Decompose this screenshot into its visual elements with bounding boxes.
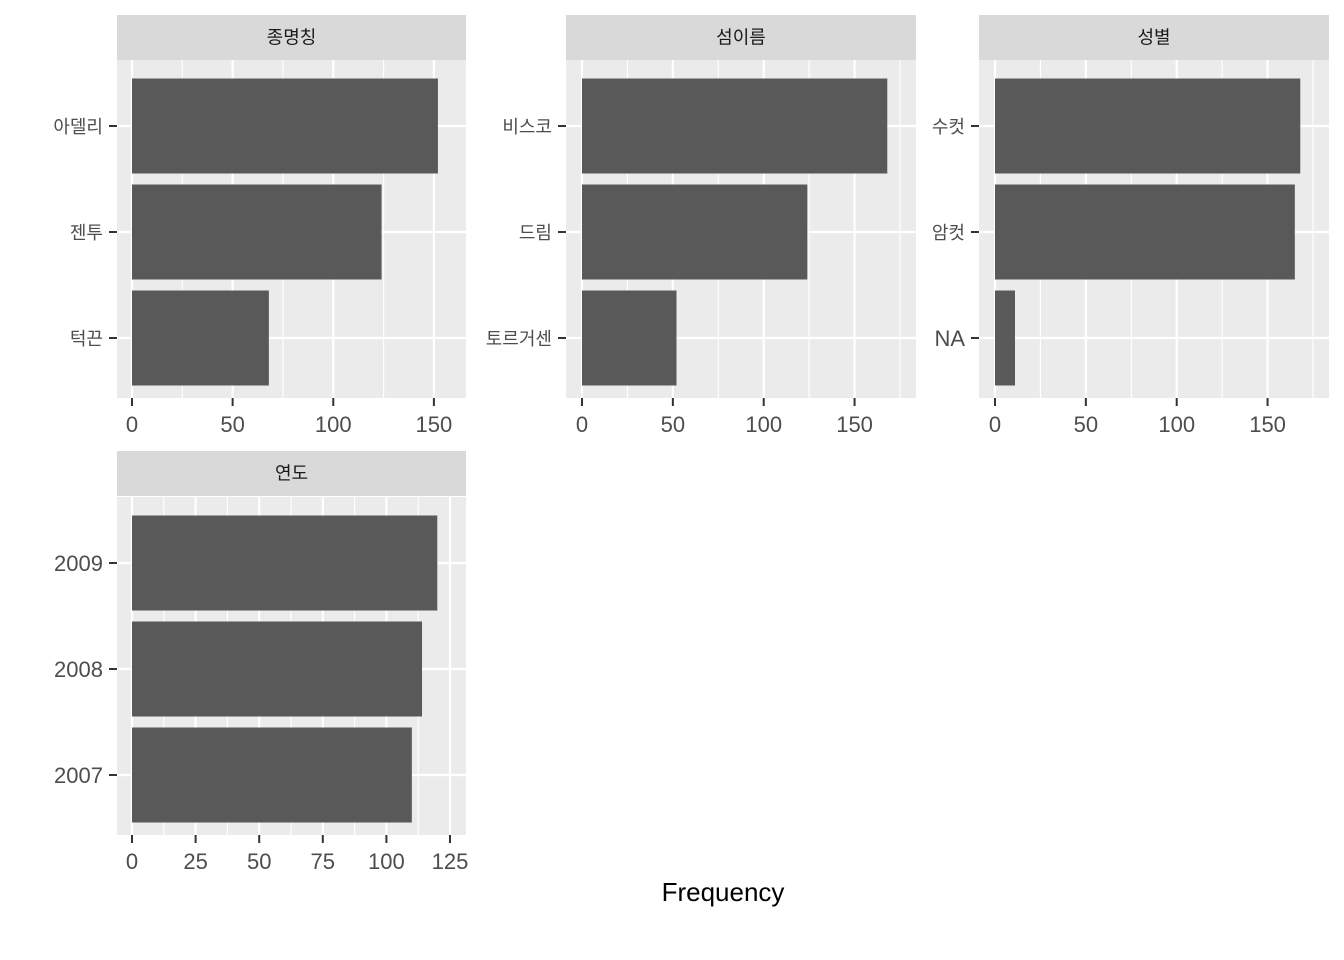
x-tick-label: 0 xyxy=(989,412,1001,437)
x-tick-label: 50 xyxy=(661,412,685,437)
x-tick-label: 150 xyxy=(416,412,453,437)
bar xyxy=(132,184,382,280)
y-tick-label: NA xyxy=(934,326,965,351)
bar xyxy=(582,78,888,174)
x-tick-label: 75 xyxy=(311,849,335,874)
bar xyxy=(132,515,438,611)
y-tick-label: 2009 xyxy=(54,551,103,576)
strip-background xyxy=(566,15,916,60)
y-tick-label: 수컷 xyxy=(932,117,965,138)
x-tick-label: 50 xyxy=(247,849,271,874)
x-tick-label: 100 xyxy=(745,412,782,437)
x-tick-label: 25 xyxy=(183,849,207,874)
bar xyxy=(132,78,438,174)
x-tick-label: 0 xyxy=(126,849,138,874)
x-tick-label: 50 xyxy=(220,412,244,437)
panel-title: 성별 xyxy=(1137,28,1170,49)
x-tick-label: 100 xyxy=(315,412,352,437)
y-tick-label: 2007 xyxy=(54,763,103,788)
panel-title: 연도 xyxy=(275,464,308,485)
y-tick-label: 비스코 xyxy=(502,117,552,138)
y-tick-label: 2008 xyxy=(54,657,103,682)
x-tick-label: 150 xyxy=(1249,412,1286,437)
strip-background xyxy=(117,451,466,496)
y-tick-label: 아델리 xyxy=(53,117,103,138)
y-tick-label: 암컷 xyxy=(932,223,965,244)
x-tick-label: 0 xyxy=(126,412,138,437)
strip-background xyxy=(117,15,466,60)
bar xyxy=(132,290,269,386)
x-tick-label: 100 xyxy=(1158,412,1195,437)
y-tick-label: 토르거센 xyxy=(486,329,552,350)
y-tick-label: 턱끈 xyxy=(70,329,103,350)
bar xyxy=(995,184,1295,280)
x-tick-label: 150 xyxy=(836,412,873,437)
x-tick-label: 0 xyxy=(576,412,588,437)
y-tick-label: 젠투 xyxy=(70,223,103,244)
x-tick-label: 100 xyxy=(368,849,405,874)
x-tick-label: 125 xyxy=(432,849,469,874)
bar xyxy=(995,78,1301,174)
panel-title: 종명칭 xyxy=(267,28,317,49)
strip-background xyxy=(979,15,1329,60)
bar xyxy=(132,621,423,717)
x-tick-label: 50 xyxy=(1074,412,1098,437)
bar xyxy=(995,290,1015,386)
panel-title: 섬이름 xyxy=(716,28,766,49)
y-tick-label: 드림 xyxy=(519,223,552,244)
bar xyxy=(132,727,412,823)
bar xyxy=(582,290,677,386)
bar xyxy=(582,184,808,280)
panel-4: 연도 2009 2008 2007 0 25 50 75 100 125 xyxy=(54,451,468,874)
x-axis-title: Frequency xyxy=(662,877,785,907)
